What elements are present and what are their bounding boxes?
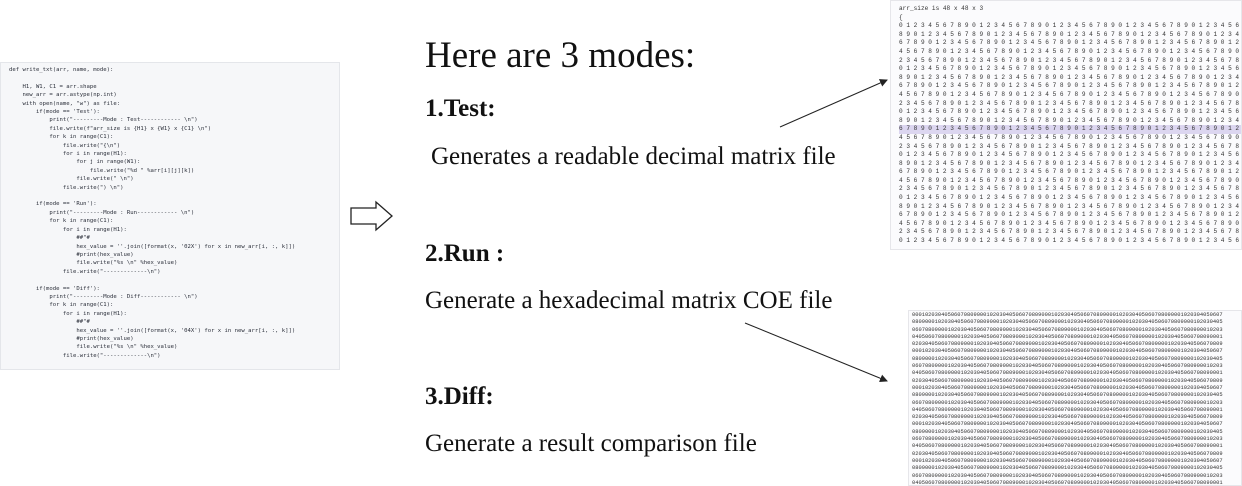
code-line: H1, W1, C1 = arr.shape bbox=[9, 83, 97, 90]
code-line: print("---------Mode : Run------------ \… bbox=[9, 209, 195, 216]
brace: { bbox=[899, 13, 903, 21]
matrix-row: 4 5 6 7 8 9 0 1 2 3 4 5 6 7 8 9 0 1 2 3 … bbox=[899, 176, 1242, 184]
matrix-row: 0 1 2 3 4 5 6 7 8 9 0 1 2 3 4 5 6 7 8 9 … bbox=[899, 22, 1242, 30]
flow-arrow bbox=[350, 200, 393, 232]
hex-row: 0809000102030405060708090001020304050607… bbox=[912, 465, 1223, 472]
code-line: if(mode == 'Test'): bbox=[9, 109, 100, 116]
code-line: file.write("-------------\n") bbox=[9, 268, 161, 275]
hex-row: 0001020304050607080900010203040506070809… bbox=[912, 312, 1223, 318]
code-line: print("---------Mode : Test------------ … bbox=[9, 117, 198, 124]
matrix-row: 0 1 2 3 4 5 6 7 8 9 0 1 2 3 4 5 6 7 8 9 … bbox=[899, 108, 1242, 116]
code-line: if(mode == 'Diff'): bbox=[9, 285, 100, 292]
mode-description: Generate a hexadecimal matrix COE file bbox=[425, 287, 833, 314]
code-line: for k in range(C1): bbox=[9, 218, 114, 225]
code-line: for k in range(C1): bbox=[9, 134, 114, 141]
file-header: arr_size is 48 x 48 x 3 bbox=[899, 5, 984, 12]
hex-row: 0203040506070809000102030405060708090001… bbox=[912, 341, 1223, 348]
matrix-row: 8 9 0 1 2 3 4 5 6 7 8 9 0 1 2 3 4 5 6 7 … bbox=[899, 73, 1242, 81]
code-line: print("---------Mode : Diff------------ … bbox=[9, 293, 198, 300]
hex-row: 0809000102030405060708090001020304050607… bbox=[912, 428, 1223, 435]
matrix-row: 4 5 6 7 8 9 0 1 2 3 4 5 6 7 8 9 0 1 2 3 … bbox=[899, 133, 1242, 141]
code-line: hex_value = ''.join([format(x, '04X') fo… bbox=[9, 327, 296, 334]
matrix-row: 6 7 8 9 0 1 2 3 4 5 6 7 8 9 0 1 2 3 4 5 … bbox=[899, 39, 1242, 47]
matrix-row: 2 3 4 5 6 7 8 9 0 1 2 3 4 5 6 7 8 9 0 1 … bbox=[899, 228, 1242, 236]
hex-row: 0001020304050607080900010203040506070809… bbox=[912, 457, 1223, 464]
matrix-row: 4 5 6 7 8 9 0 1 2 3 4 5 6 7 8 9 0 1 2 3 … bbox=[899, 90, 1242, 98]
code-line: #print(hex_value) bbox=[9, 335, 134, 342]
hex-row: 0405060708090001020304050607080900010203… bbox=[912, 370, 1223, 377]
matrix-row: 8 9 0 1 2 3 4 5 6 7 8 9 0 1 2 3 4 5 6 7 … bbox=[899, 116, 1242, 124]
matrix-row: 6 7 8 9 0 1 2 3 4 5 6 7 8 9 0 1 2 3 4 5 … bbox=[899, 82, 1242, 90]
code-line: for k in range(C1): bbox=[9, 302, 114, 309]
hex-row: 0607080900010203040506070809000102030405… bbox=[912, 399, 1223, 406]
code-line: file.write(" \n") bbox=[9, 176, 134, 183]
code-line: new_arr = arr.astype(np.int) bbox=[9, 92, 117, 99]
hex-row: 0809000102030405060708090001020304050607… bbox=[912, 392, 1223, 399]
code-line: for j in range(W1): bbox=[9, 159, 141, 166]
matrix-row: 0 1 2 3 4 5 6 7 8 9 0 1 2 3 4 5 6 7 8 9 … bbox=[899, 65, 1242, 73]
mode-heading: 2.Run : bbox=[425, 240, 505, 267]
code-line: for i in range(H1): bbox=[9, 310, 127, 317]
hex-row: 0203040506070809000102030405060708090001… bbox=[912, 450, 1223, 457]
mode-description: Generates a readable decimal matrix file bbox=[431, 143, 836, 170]
hex-row: 0809000102030405060708090001020304050607… bbox=[912, 319, 1223, 326]
code-line: if(mode == 'Run'): bbox=[9, 201, 97, 208]
code-line: file.write("%s \n" %hex_value) bbox=[9, 344, 178, 351]
matrix-row: 8 9 0 1 2 3 4 5 6 7 8 9 0 1 2 3 4 5 6 7 … bbox=[899, 159, 1242, 167]
code-line: for i in range(H1): bbox=[9, 151, 127, 158]
code-line: file.write("{\n") bbox=[9, 142, 121, 149]
code-line: hex_value = ''.join([format(x, '02X') fo… bbox=[9, 243, 296, 250]
decimal-file-preview: arr_size is 48 x 48 x 3 { 0 1 2 3 4 5 6 … bbox=[890, 0, 1242, 250]
pointer-arrow bbox=[744, 322, 888, 383]
hex-row: 0001020304050607080900010203040506070809… bbox=[912, 421, 1223, 428]
matrix-row: 8 9 0 1 2 3 4 5 6 7 8 9 0 1 2 3 4 5 6 7 … bbox=[899, 202, 1242, 210]
pointer-arrow bbox=[779, 79, 888, 128]
mode-heading: 3.Diff: bbox=[425, 383, 494, 410]
matrix-row: 6 7 8 9 0 1 2 3 4 5 6 7 8 9 0 1 2 3 4 5 … bbox=[899, 125, 1242, 134]
code-line: file.write("%d " %arr[i][j][k]) bbox=[9, 167, 195, 174]
hex-row: 0405060708090001020304050607080900010203… bbox=[912, 333, 1223, 340]
hex-file-preview: 0001020304050607080900010203040506070809… bbox=[908, 310, 1242, 486]
code-line: #print(hex_value) bbox=[9, 251, 134, 258]
code-line: for i in range(H1): bbox=[9, 226, 127, 233]
mode-description: Generate a result comparison file bbox=[425, 430, 757, 457]
matrix-row: 6 7 8 9 0 1 2 3 4 5 6 7 8 9 0 1 2 3 4 5 … bbox=[899, 211, 1242, 219]
matrix-row: 2 3 4 5 6 7 8 9 0 1 2 3 4 5 6 7 8 9 0 1 … bbox=[899, 185, 1242, 193]
hex-row: 0607080900010203040506070809000102030405… bbox=[912, 436, 1223, 443]
matrix-row: 6 7 8 9 0 1 2 3 4 5 6 7 8 9 0 1 2 3 4 5 … bbox=[899, 168, 1242, 176]
matrix-row: 8 9 0 1 2 3 4 5 6 7 8 9 0 1 2 3 4 5 6 7 … bbox=[899, 30, 1242, 38]
matrix-row: 4 5 6 7 8 9 0 1 2 3 4 5 6 7 8 9 0 1 2 3 … bbox=[899, 219, 1242, 227]
hex-row: 0405060708090001020304050607080900010203… bbox=[912, 406, 1223, 413]
code-line: ##"# bbox=[9, 235, 90, 242]
hex-row: 0001020304050607080900010203040506070809… bbox=[912, 384, 1223, 391]
code-line: file.write(f"arr_size is {H1} x {W1} x {… bbox=[9, 125, 212, 132]
hex-row: 0001020304050607080900010203040506070809… bbox=[912, 348, 1223, 355]
code-line: file.write("-------------\n") bbox=[9, 352, 161, 359]
code-line: def write_txt(arr, name, mode): bbox=[9, 67, 114, 73]
hex-row: 0607080900010203040506070809000102030405… bbox=[912, 472, 1223, 479]
hex-row: 0607080900010203040506070809000102030405… bbox=[912, 363, 1223, 370]
hex-row: 0405060708090001020304050607080900010203… bbox=[912, 443, 1223, 450]
matrix-row: 2 3 4 5 6 7 8 9 0 1 2 3 4 5 6 7 8 9 0 1 … bbox=[899, 142, 1242, 150]
code-line: with open(name, "w") as file: bbox=[9, 100, 121, 107]
matrix-row: 0 1 2 3 4 5 6 7 8 9 0 1 2 3 4 5 6 7 8 9 … bbox=[899, 194, 1242, 202]
mode-heading: 1.Test: bbox=[425, 95, 496, 122]
matrix-row: 0 1 2 3 4 5 6 7 8 9 0 1 2 3 4 5 6 7 8 9 … bbox=[899, 151, 1242, 159]
matrix-row: 0 1 2 3 4 5 6 7 8 9 0 1 2 3 4 5 6 7 8 9 … bbox=[899, 237, 1242, 245]
hex-row: 0607080900010203040506070809000102030405… bbox=[912, 326, 1223, 333]
hex-row: 0405060708090001020304050607080900010203… bbox=[912, 479, 1223, 486]
code-line: ##"# bbox=[9, 319, 90, 326]
matrix-row: 2 3 4 5 6 7 8 9 0 1 2 3 4 5 6 7 8 9 0 1 … bbox=[899, 56, 1242, 64]
code-panel: def write_txt(arr, name, mode): H1, W1, … bbox=[0, 62, 340, 370]
matrix-row: 2 3 4 5 6 7 8 9 0 1 2 3 4 5 6 7 8 9 0 1 … bbox=[899, 99, 1242, 107]
hex-row: 0809000102030405060708090001020304050607… bbox=[912, 355, 1223, 362]
hex-row: 0203040506070809000102030405060708090001… bbox=[912, 377, 1223, 384]
matrix-row: 4 5 6 7 8 9 0 1 2 3 4 5 6 7 8 9 0 1 2 3 … bbox=[899, 47, 1242, 55]
hex-row: 0203040506070809000102030405060708090001… bbox=[912, 414, 1223, 421]
code-line: file.write(") \n") bbox=[9, 184, 124, 191]
code-line: file.write("%s \n" %hex_value) bbox=[9, 260, 178, 267]
slide-title: Here are 3 modes: bbox=[425, 35, 696, 76]
